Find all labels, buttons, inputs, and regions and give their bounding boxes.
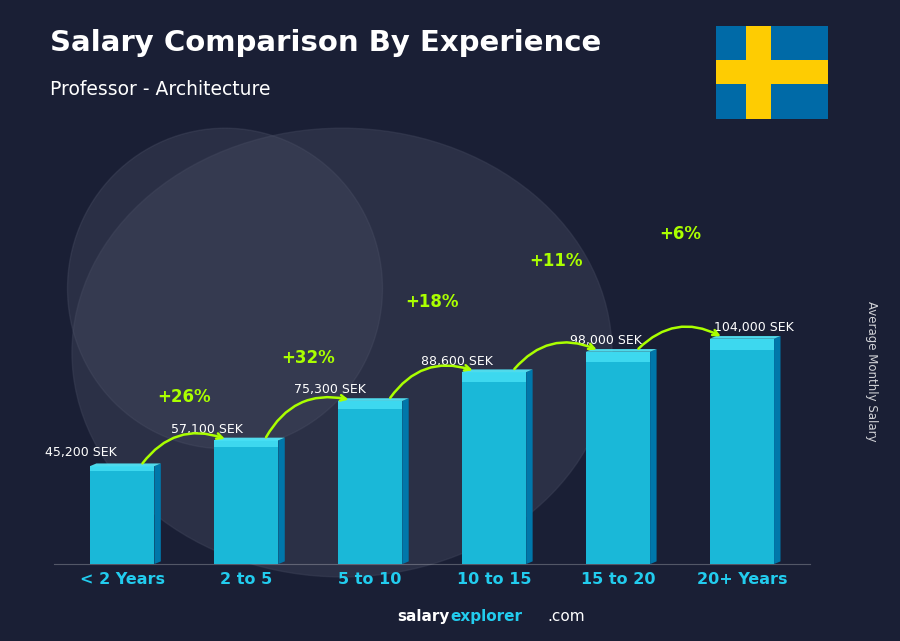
- Polygon shape: [214, 438, 284, 440]
- Polygon shape: [278, 438, 284, 564]
- Text: Average Monthly Salary: Average Monthly Salary: [865, 301, 878, 442]
- Bar: [716, 60, 828, 84]
- Bar: [90, 466, 155, 471]
- Bar: [462, 372, 526, 564]
- Polygon shape: [526, 369, 533, 564]
- Text: 88,600 SEK: 88,600 SEK: [421, 354, 492, 368]
- Bar: [338, 401, 402, 409]
- Polygon shape: [90, 463, 161, 466]
- Text: 45,200 SEK: 45,200 SEK: [45, 446, 117, 460]
- Bar: [709, 338, 774, 564]
- Polygon shape: [155, 463, 161, 564]
- Text: +18%: +18%: [405, 293, 459, 311]
- Text: +26%: +26%: [158, 388, 211, 406]
- Text: explorer: explorer: [450, 609, 522, 624]
- Text: 98,000 SEK: 98,000 SEK: [570, 334, 642, 347]
- Polygon shape: [709, 336, 780, 338]
- Text: salary: salary: [398, 609, 450, 624]
- Bar: [586, 352, 650, 564]
- Text: +11%: +11%: [529, 252, 582, 270]
- Text: 104,000 SEK: 104,000 SEK: [715, 321, 794, 334]
- Text: +32%: +32%: [281, 349, 335, 367]
- Bar: [709, 338, 774, 350]
- Polygon shape: [650, 349, 657, 564]
- Text: Professor - Architecture: Professor - Architecture: [50, 80, 270, 99]
- Polygon shape: [338, 398, 409, 401]
- Ellipse shape: [72, 128, 612, 577]
- Polygon shape: [774, 336, 780, 564]
- Bar: [586, 352, 650, 362]
- Text: Salary Comparison By Experience: Salary Comparison By Experience: [50, 29, 601, 57]
- Polygon shape: [462, 369, 533, 372]
- Polygon shape: [402, 398, 409, 564]
- Ellipse shape: [68, 128, 382, 449]
- Text: +6%: +6%: [659, 225, 701, 243]
- Bar: [214, 440, 278, 447]
- Bar: [462, 372, 526, 382]
- Polygon shape: [586, 349, 657, 352]
- Text: .com: .com: [547, 609, 585, 624]
- Text: 75,300 SEK: 75,300 SEK: [294, 383, 366, 396]
- Bar: [214, 440, 278, 564]
- Bar: [746, 26, 770, 119]
- Bar: [338, 401, 402, 564]
- Bar: [90, 466, 155, 564]
- Text: 57,100 SEK: 57,100 SEK: [170, 423, 242, 436]
